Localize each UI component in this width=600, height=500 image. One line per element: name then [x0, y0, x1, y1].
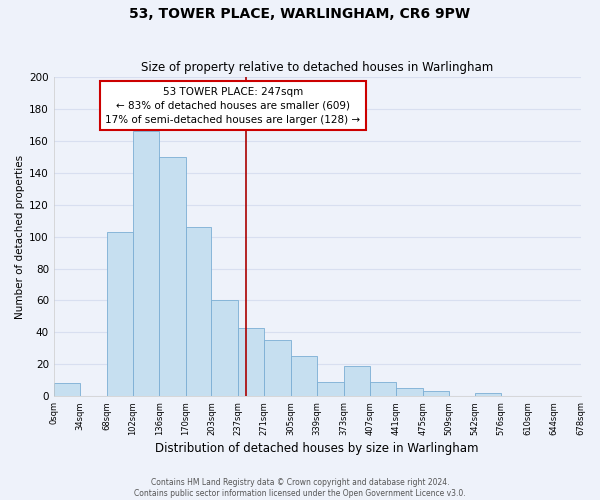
Bar: [54, 384, 80, 396]
Bar: [370, 382, 397, 396]
Bar: [265, 340, 291, 396]
Bar: [423, 392, 449, 396]
Bar: [238, 328, 265, 396]
Bar: [317, 382, 344, 396]
Bar: [211, 300, 238, 396]
Bar: [133, 132, 160, 396]
Bar: [475, 393, 501, 396]
Bar: [291, 356, 317, 396]
Text: Contains HM Land Registry data © Crown copyright and database right 2024.
Contai: Contains HM Land Registry data © Crown c…: [134, 478, 466, 498]
Y-axis label: Number of detached properties: Number of detached properties: [15, 154, 25, 318]
Title: Size of property relative to detached houses in Warlingham: Size of property relative to detached ho…: [141, 62, 493, 74]
Bar: [344, 366, 370, 396]
Text: 53, TOWER PLACE, WARLINGHAM, CR6 9PW: 53, TOWER PLACE, WARLINGHAM, CR6 9PW: [130, 8, 470, 22]
Bar: [397, 388, 423, 396]
Bar: [160, 157, 186, 396]
Bar: [107, 232, 133, 396]
Bar: [186, 227, 211, 396]
Text: 53 TOWER PLACE: 247sqm
← 83% of detached houses are smaller (609)
17% of semi-de: 53 TOWER PLACE: 247sqm ← 83% of detached…: [106, 86, 361, 124]
X-axis label: Distribution of detached houses by size in Warlingham: Distribution of detached houses by size …: [155, 442, 479, 455]
